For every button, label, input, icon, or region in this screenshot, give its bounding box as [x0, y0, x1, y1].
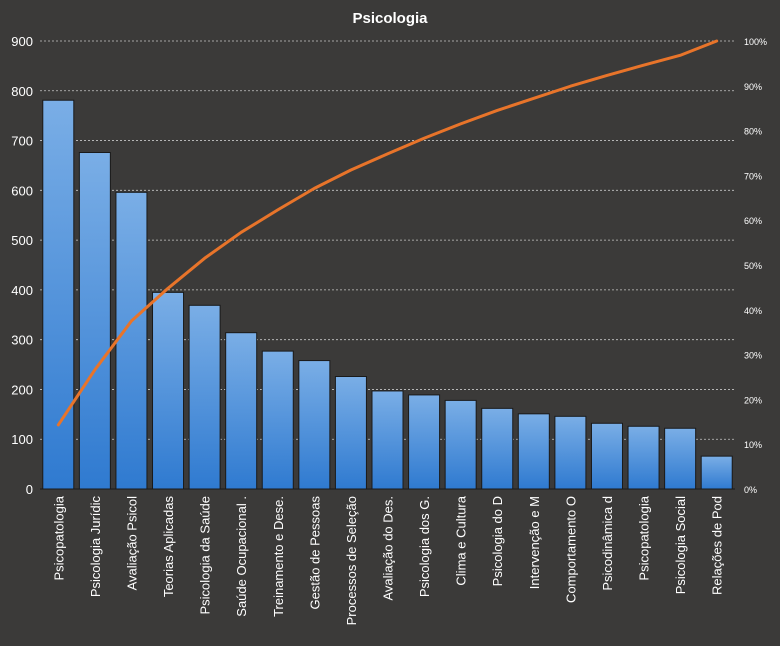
x-tick-label: Psicopatologia — [637, 495, 652, 580]
x-tick-label: Psicologia da Saúde — [198, 496, 213, 615]
y2-tick-label: 60% — [744, 216, 762, 226]
y2-tick-label: 0% — [744, 485, 757, 495]
y2-tick-label: 40% — [744, 306, 762, 316]
y2-tick-label: 100% — [744, 37, 767, 47]
x-tick-label: Psicologia Jurídic — [88, 496, 103, 598]
y-tick-label: 0 — [26, 482, 33, 497]
y2-tick-label: 80% — [744, 127, 762, 137]
x-tick-label: Intervenção e M — [527, 496, 542, 589]
x-tick-label: Saúde Ocupacional . — [234, 496, 249, 617]
x-axis: Psicopatologia Psicologia Jurídic Avaliaçã… — [51, 495, 724, 625]
y-tick-label: 300 — [11, 333, 33, 348]
chart-title: Psicologia — [352, 10, 428, 27]
x-tick-label: Relações de Pod — [710, 496, 725, 595]
bar — [42, 99, 75, 490]
y-tick-label: 700 — [11, 134, 33, 149]
x-tick-label: Psicodinâmica d — [600, 496, 615, 591]
cumulative-line — [56, 39, 719, 427]
x-tick-label: Clima e Cultura — [454, 495, 469, 585]
x-tick-label: Comportamento O — [563, 496, 578, 603]
bar — [261, 350, 294, 490]
y2-tick-label: 70% — [744, 171, 762, 181]
y-tick-label: 400 — [11, 283, 33, 298]
x-tick-label: Psicologia do D — [490, 496, 505, 586]
bar — [627, 425, 660, 490]
x-tick-label: Psicopatologia — [51, 495, 66, 580]
bar — [590, 422, 623, 490]
y-tick-label: 100 — [11, 432, 33, 447]
bar — [371, 390, 404, 490]
bar — [298, 360, 331, 490]
bar — [700, 455, 733, 490]
right-y-axis: 0% 10% 20% 30% 40% 50% 60% 70% 80% 90% 100% — [744, 37, 767, 495]
y-tick-label: 500 — [11, 233, 33, 248]
x-tick-label: Treinamento e Dese. — [271, 496, 286, 617]
bar — [408, 394, 441, 490]
bar — [152, 291, 185, 490]
left-y-axis: 0 100 200 300 400 500 600 700 800 900 — [11, 34, 33, 497]
y-tick-label: 900 — [11, 34, 33, 49]
y2-tick-label: 10% — [744, 440, 762, 450]
cumulative-line-series — [56, 39, 719, 427]
bar — [78, 152, 111, 490]
bar — [225, 332, 258, 490]
bar — [444, 399, 477, 490]
bar — [554, 415, 587, 490]
bar — [188, 304, 221, 490]
x-tick-label: Psicologia Social — [673, 496, 688, 594]
bar-series — [40, 99, 735, 490]
y2-tick-label: 90% — [744, 82, 762, 92]
bar — [664, 427, 697, 490]
bar — [115, 191, 148, 490]
bar — [517, 413, 550, 490]
x-tick-label: Gestão de Pessoas — [307, 496, 322, 610]
y2-tick-label: 50% — [744, 261, 762, 271]
x-tick-label: Avaliação do Des. — [381, 496, 396, 601]
bar — [481, 407, 514, 490]
x-tick-label: Avaliação Psicol — [124, 496, 139, 591]
bar — [334, 376, 367, 490]
x-tick-label: Psicologia dos G. — [417, 496, 432, 597]
x-tick-label: Processos de Seleção — [344, 496, 359, 625]
y2-tick-label: 20% — [744, 395, 762, 405]
x-tick-label: Teorias Aplicadas — [161, 496, 176, 598]
y-tick-label: 800 — [11, 84, 33, 99]
y-tick-label: 600 — [11, 183, 33, 198]
y2-tick-label: 30% — [744, 351, 762, 361]
y-tick-label: 200 — [11, 382, 33, 397]
